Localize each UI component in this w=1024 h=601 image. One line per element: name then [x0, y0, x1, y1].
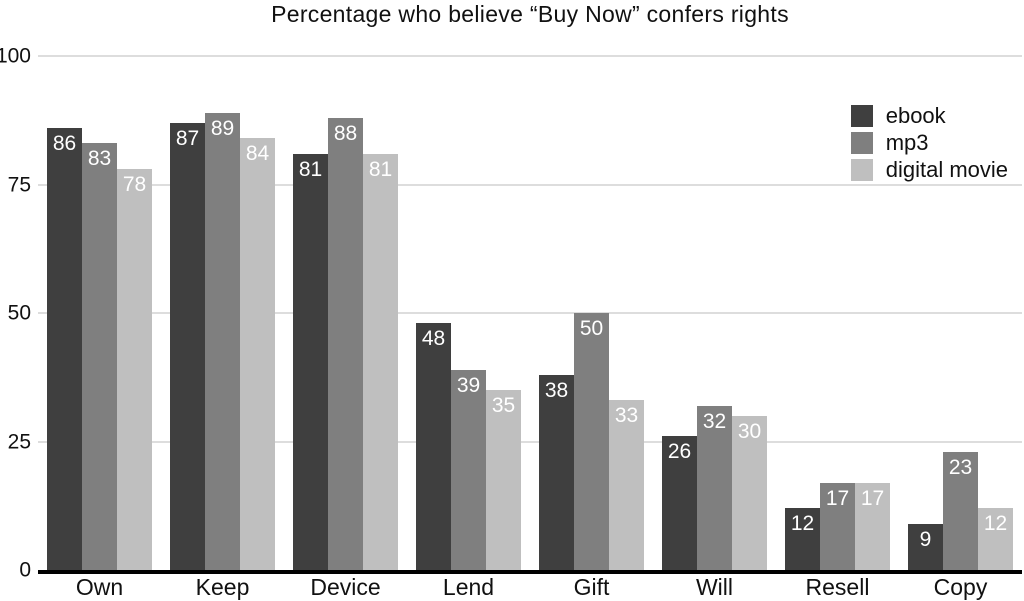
x-category-label-resell: Resell	[805, 574, 870, 600]
legend-label: digital movie	[885, 157, 1008, 183]
bar-ebook: 9	[908, 523, 943, 570]
bar-mp3: 17	[820, 482, 855, 570]
bar-group-resell: 12 17 17	[776, 56, 899, 570]
bar-value-label: 12	[790, 512, 815, 536]
legend-item-mp3: mp3	[850, 130, 1008, 156]
bar-value-label: 26	[667, 440, 692, 464]
bar-group-keep: 87 89 84	[161, 56, 284, 570]
gridline-75	[38, 183, 1022, 186]
bar-value-label: 84	[245, 142, 270, 166]
bar-value-label: 35	[491, 394, 516, 418]
bar-group-gift: 38 50 33	[530, 56, 653, 570]
bar-mp3: 50	[574, 313, 609, 570]
bar-value-label: 9	[919, 527, 932, 551]
bar-value-label: 78	[122, 173, 147, 197]
bar-digital-movie: 17	[855, 482, 890, 570]
bar-ebook: 12	[785, 508, 820, 570]
bar-ebook: 86	[47, 127, 82, 570]
bar-value-label: 30	[737, 419, 762, 443]
legend-label: mp3	[885, 130, 929, 156]
bar-group-copy: 9 23 12	[899, 56, 1022, 570]
bar-mp3: 83	[82, 143, 117, 570]
x-category-label-will: Will	[695, 574, 734, 600]
x-category-label-lend: Lend	[442, 574, 495, 600]
bar-ebook: 26	[662, 436, 697, 570]
bar-digital-movie: 30	[732, 415, 767, 570]
y-tick-label-75: 75	[7, 173, 31, 196]
y-tick-label-0: 0	[19, 558, 31, 582]
bar-mp3: 39	[451, 369, 486, 570]
y-axis-labels: 0 25 50 75 100	[0, 46, 33, 581]
bar-value-label: 88	[333, 121, 358, 145]
bar-digital-movie: 35	[486, 390, 521, 570]
bar-group-device: 81 88 81	[284, 56, 407, 570]
bar-value-label: 17	[860, 486, 885, 510]
plot-area: 86 83 78 87 89 84 81 88 81 48 39 35 38 50 33 26 32 30 12 17…	[38, 55, 1022, 574]
bar-value-label: 12	[983, 512, 1008, 536]
bar-value-label: 48	[421, 327, 446, 351]
bar-value-label: 81	[298, 157, 323, 181]
bar-value-label: 23	[948, 455, 973, 479]
bar-value-label: 38	[544, 378, 569, 402]
legend: ebook mp3 digital movie	[850, 103, 1008, 183]
bar-mp3: 88	[328, 117, 363, 570]
bar-value-label: 32	[702, 409, 727, 433]
bar-ebook: 87	[170, 122, 205, 570]
x-category-label-copy: Copy	[933, 574, 988, 600]
bar-ebook: 38	[539, 374, 574, 570]
gridline-100	[38, 55, 1022, 57]
bar-value-label: 50	[579, 317, 604, 340]
legend-swatch-icon	[850, 159, 873, 182]
bar-digital-movie: 12	[978, 508, 1013, 570]
bar-value-label: 81	[368, 157, 393, 181]
chart-title: Percentage who believe “Buy Now” confers…	[271, 1, 789, 27]
gridline-50	[38, 312, 1022, 314]
x-axis-labels: Own Keep Device Lend Gift Will Resell Copy	[38, 574, 1022, 601]
legend-item-digital-movie: digital movie	[850, 157, 1008, 183]
bar-digital-movie: 81	[363, 153, 398, 570]
bars-row: 86 83 78 87 89 84 81 88 81 48 39 35 38 50 33 26 32 30 12 17…	[38, 56, 1022, 570]
bar-group-own: 86 83 78	[38, 56, 161, 570]
bar-digital-movie: 33	[609, 400, 644, 570]
legend-swatch-icon	[850, 132, 873, 155]
bar-group-will: 26 32 30	[653, 56, 776, 570]
legend-item-ebook: ebook	[850, 103, 1008, 128]
bar-value-label: 17	[825, 486, 850, 510]
bar-ebook: 48	[416, 323, 451, 570]
bar-ebook: 81	[293, 153, 328, 570]
bar-mp3: 89	[205, 112, 240, 570]
y-tick-label-100: 100	[0, 44, 31, 68]
bar-value-label: 86	[52, 131, 77, 155]
y-tick-label-50: 50	[7, 301, 31, 325]
bar-value-label: 83	[87, 147, 112, 171]
bar-mp3: 23	[943, 451, 978, 570]
legend-swatch-icon	[850, 105, 873, 128]
bar-value-label: 33	[614, 404, 639, 428]
bar-mp3: 32	[697, 405, 732, 570]
bar-digital-movie: 84	[240, 138, 275, 570]
bar-value-label: 39	[456, 373, 481, 397]
x-category-label-keep: Keep	[195, 574, 250, 600]
x-category-label-device: Device	[310, 574, 381, 600]
x-category-label-own: Own	[75, 574, 124, 600]
gridline-25	[38, 440, 1022, 443]
bar-group-lend: 48 39 35	[407, 56, 530, 570]
x-category-label-gift: Gift	[573, 574, 610, 600]
legend-label: ebook	[885, 103, 946, 128]
bar-value-label: 87	[175, 126, 200, 150]
y-tick-label-25: 25	[7, 430, 31, 453]
bar-value-label: 89	[210, 116, 235, 140]
bar-digital-movie: 78	[117, 169, 152, 570]
